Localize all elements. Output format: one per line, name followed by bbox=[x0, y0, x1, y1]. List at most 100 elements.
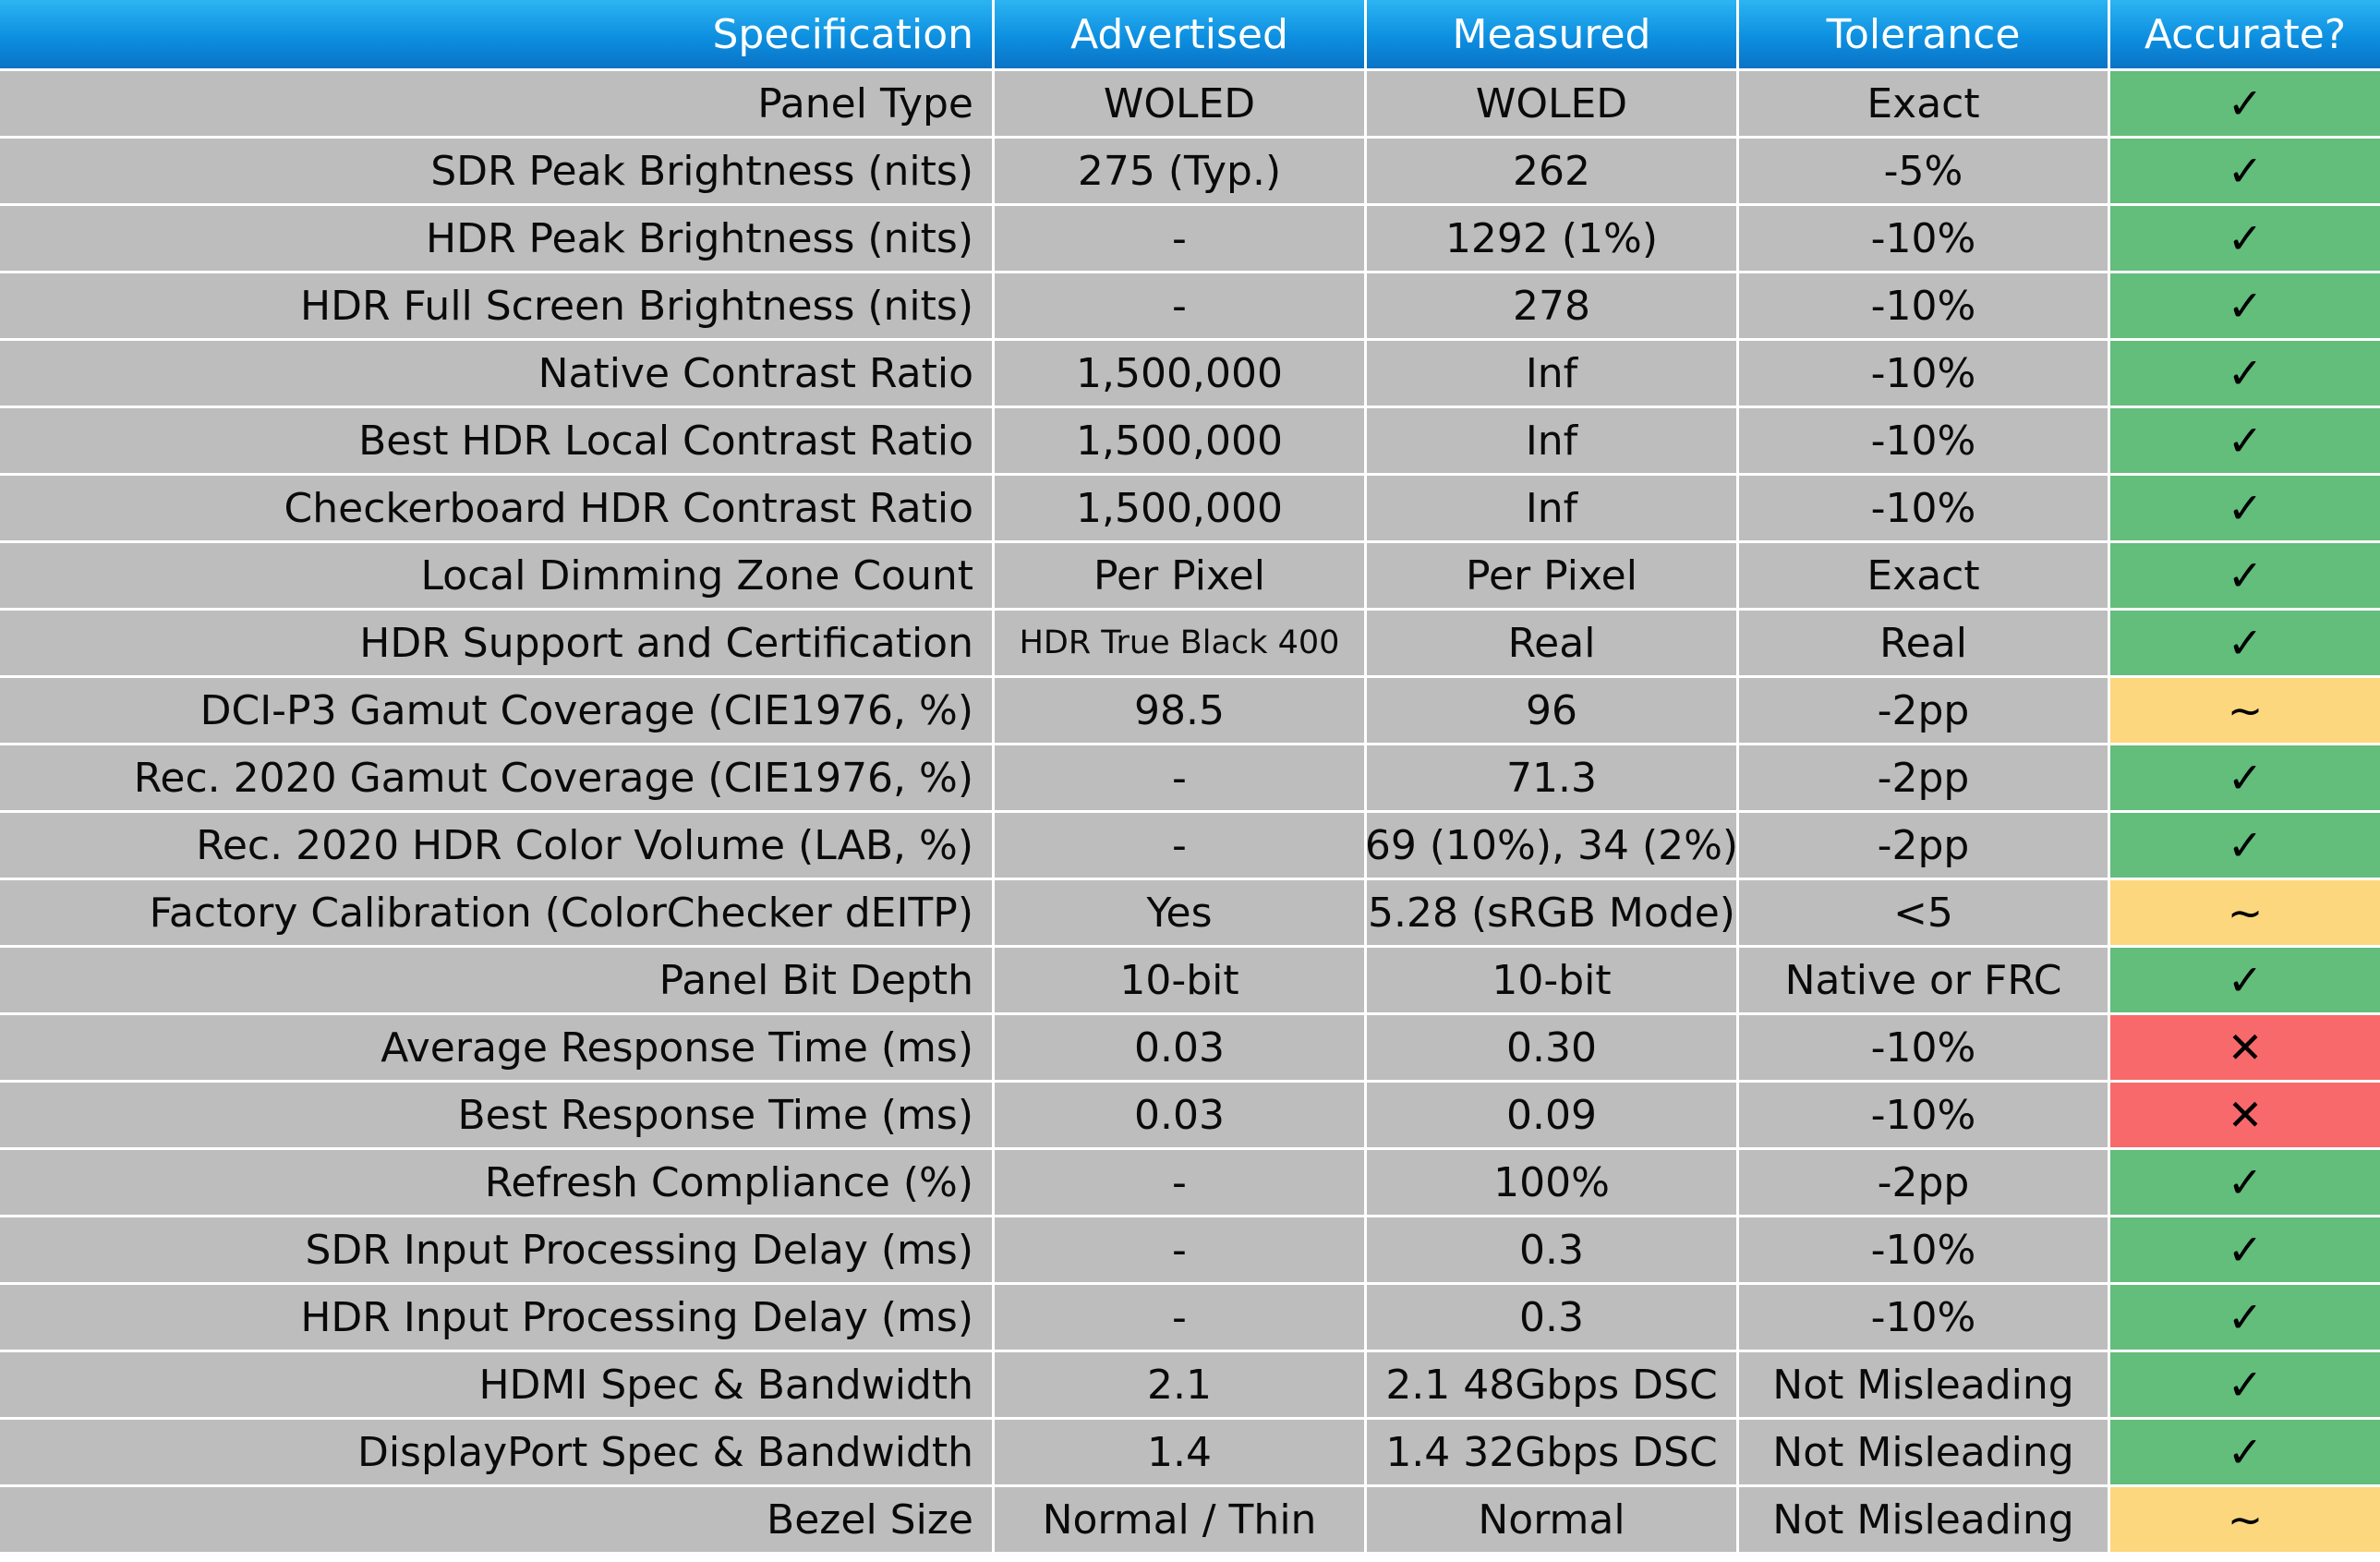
header-advertised: Advertised bbox=[995, 0, 1367, 71]
table-cell-tolerance: -5% bbox=[1739, 139, 2110, 206]
table-cell-advertised: - bbox=[995, 206, 1367, 273]
table-cell-measured: 71.3 bbox=[1367, 745, 1739, 813]
table-cell-tolerance: -2pp bbox=[1739, 813, 2110, 880]
table-cell-specification: DCI-P3 Gamut Coverage (CIE1976, %) bbox=[0, 678, 995, 745]
table-cell-advertised: 1.4 bbox=[995, 1420, 1367, 1487]
table-cell-accurate: ✓ bbox=[2110, 476, 2380, 543]
table-cell-tolerance: <5 bbox=[1739, 880, 2110, 948]
table-cell-tolerance: -10% bbox=[1739, 1083, 2110, 1150]
table-cell-accurate: ✓ bbox=[2110, 611, 2380, 678]
table-cell-specification: Local Dimming Zone Count bbox=[0, 543, 995, 611]
table-cell-accurate: ✓ bbox=[2110, 139, 2380, 206]
checkmark-icon: ✓ bbox=[2227, 820, 2264, 870]
table-cell-tolerance: -10% bbox=[1739, 476, 2110, 543]
checkmark-icon: ✓ bbox=[2227, 281, 2264, 331]
cross-icon: ✕ bbox=[2227, 1090, 2264, 1140]
header-measured: Measured bbox=[1367, 0, 1739, 71]
checkmark-icon: ✓ bbox=[2227, 79, 2264, 128]
table-cell-specification: Checkerboard HDR Contrast Ratio bbox=[0, 476, 995, 543]
table-cell-measured: 262 bbox=[1367, 139, 1739, 206]
table-cell-advertised: - bbox=[995, 813, 1367, 880]
tilde-icon: ~ bbox=[2227, 888, 2264, 938]
table-cell-accurate: ✓ bbox=[2110, 1150, 2380, 1217]
header-tolerance: Tolerance bbox=[1739, 0, 2110, 71]
tilde-icon: ~ bbox=[2227, 685, 2264, 735]
table-cell-specification: HDR Full Screen Brightness (nits) bbox=[0, 273, 995, 341]
table-cell-advertised: 1,500,000 bbox=[995, 408, 1367, 476]
table-cell-accurate: ✕ bbox=[2110, 1083, 2380, 1150]
table-cell-specification: Average Response Time (ms) bbox=[0, 1015, 995, 1083]
table-cell-tolerance: -10% bbox=[1739, 206, 2110, 273]
table-cell-specification: Panel Type bbox=[0, 71, 995, 139]
table-cell-specification: Panel Bit Depth bbox=[0, 948, 995, 1015]
table-cell-advertised: 98.5 bbox=[995, 678, 1367, 745]
table-cell-specification: HDR Support and Certification bbox=[0, 611, 995, 678]
table-cell-measured: Inf bbox=[1367, 408, 1739, 476]
table-cell-specification: HDR Input Processing Delay (ms) bbox=[0, 1285, 995, 1352]
table-cell-specification: HDMI Spec & Bandwidth bbox=[0, 1352, 995, 1420]
table-cell-specification: Best HDR Local Contrast Ratio bbox=[0, 408, 995, 476]
table-cell-advertised: - bbox=[995, 273, 1367, 341]
table-cell-measured: 0.30 bbox=[1367, 1015, 1739, 1083]
table-cell-advertised: Normal / Thin bbox=[995, 1487, 1367, 1555]
table-cell-advertised: 0.03 bbox=[995, 1015, 1367, 1083]
header-specification: Specification bbox=[0, 0, 995, 71]
table-cell-specification: Factory Calibration (ColorChecker dEITP) bbox=[0, 880, 995, 948]
table-cell-advertised: 0.03 bbox=[995, 1083, 1367, 1150]
table-cell-measured: 69 (10%), 34 (2%) bbox=[1367, 813, 1739, 880]
checkmark-icon: ✓ bbox=[2227, 146, 2264, 196]
table-cell-accurate: ✓ bbox=[2110, 341, 2380, 408]
table-cell-specification: Refresh Compliance (%) bbox=[0, 1150, 995, 1217]
table-cell-tolerance: Not Misleading bbox=[1739, 1487, 2110, 1555]
table-cell-accurate: ~ bbox=[2110, 1487, 2380, 1555]
table-cell-tolerance: -2pp bbox=[1739, 745, 2110, 813]
table-cell-tolerance: -2pp bbox=[1739, 1150, 2110, 1217]
table-cell-tolerance: -10% bbox=[1739, 273, 2110, 341]
table-cell-advertised: 1,500,000 bbox=[995, 341, 1367, 408]
table-cell-tolerance: Exact bbox=[1739, 71, 2110, 139]
table-cell-measured: 10-bit bbox=[1367, 948, 1739, 1015]
table-cell-advertised: WOLED bbox=[995, 71, 1367, 139]
bottom-strip bbox=[0, 1555, 2380, 1562]
table-cell-accurate: ✓ bbox=[2110, 1420, 2380, 1487]
table-cell-accurate: ✓ bbox=[2110, 1217, 2380, 1285]
table-cell-tolerance: -10% bbox=[1739, 1285, 2110, 1352]
checkmark-icon: ✓ bbox=[2227, 955, 2264, 1005]
table-cell-accurate: ✓ bbox=[2110, 543, 2380, 611]
table-cell-advertised: 275 (Typ.) bbox=[995, 139, 1367, 206]
table-cell-specification: Rec. 2020 HDR Color Volume (LAB, %) bbox=[0, 813, 995, 880]
table-cell-accurate: ✓ bbox=[2110, 1285, 2380, 1352]
table-cell-advertised: 2.1 bbox=[995, 1352, 1367, 1420]
checkmark-icon: ✓ bbox=[2227, 213, 2264, 263]
table-cell-measured: Per Pixel bbox=[1367, 543, 1739, 611]
table-cell-accurate: ✓ bbox=[2110, 408, 2380, 476]
checkmark-icon: ✓ bbox=[2227, 483, 2264, 533]
table-cell-advertised: Per Pixel bbox=[995, 543, 1367, 611]
table-cell-tolerance: -10% bbox=[1739, 341, 2110, 408]
table-cell-measured: Real bbox=[1367, 611, 1739, 678]
table-cell-measured: 1.4 32Gbps DSC bbox=[1367, 1420, 1739, 1487]
table-cell-specification: Rec. 2020 Gamut Coverage (CIE1976, %) bbox=[0, 745, 995, 813]
checkmark-icon: ✓ bbox=[2227, 753, 2264, 803]
cross-icon: ✕ bbox=[2227, 1023, 2264, 1072]
checkmark-icon: ✓ bbox=[2227, 618, 2264, 668]
table-cell-accurate: ✓ bbox=[2110, 745, 2380, 813]
table-cell-tolerance: -10% bbox=[1739, 1217, 2110, 1285]
table-cell-accurate: ~ bbox=[2110, 880, 2380, 948]
table-cell-measured: 0.3 bbox=[1367, 1285, 1739, 1352]
table-cell-specification: SDR Peak Brightness (nits) bbox=[0, 139, 995, 206]
tilde-icon: ~ bbox=[2227, 1495, 2264, 1544]
table-cell-accurate: ✓ bbox=[2110, 813, 2380, 880]
table-cell-accurate: ✕ bbox=[2110, 1015, 2380, 1083]
table-cell-measured: 278 bbox=[1367, 273, 1739, 341]
table-cell-measured: 96 bbox=[1367, 678, 1739, 745]
table-cell-measured: 1292 (1%) bbox=[1367, 206, 1739, 273]
table-cell-accurate: ✓ bbox=[2110, 71, 2380, 139]
table-cell-measured: 5.28 (sRGB Mode) bbox=[1367, 880, 1739, 948]
header-accurate: Accurate? bbox=[2110, 0, 2380, 71]
checkmark-icon: ✓ bbox=[2227, 1360, 2264, 1410]
table-cell-advertised: 10-bit bbox=[995, 948, 1367, 1015]
table-cell-measured: Inf bbox=[1367, 476, 1739, 543]
table-cell-accurate: ✓ bbox=[2110, 1352, 2380, 1420]
table-cell-accurate: ✓ bbox=[2110, 948, 2380, 1015]
